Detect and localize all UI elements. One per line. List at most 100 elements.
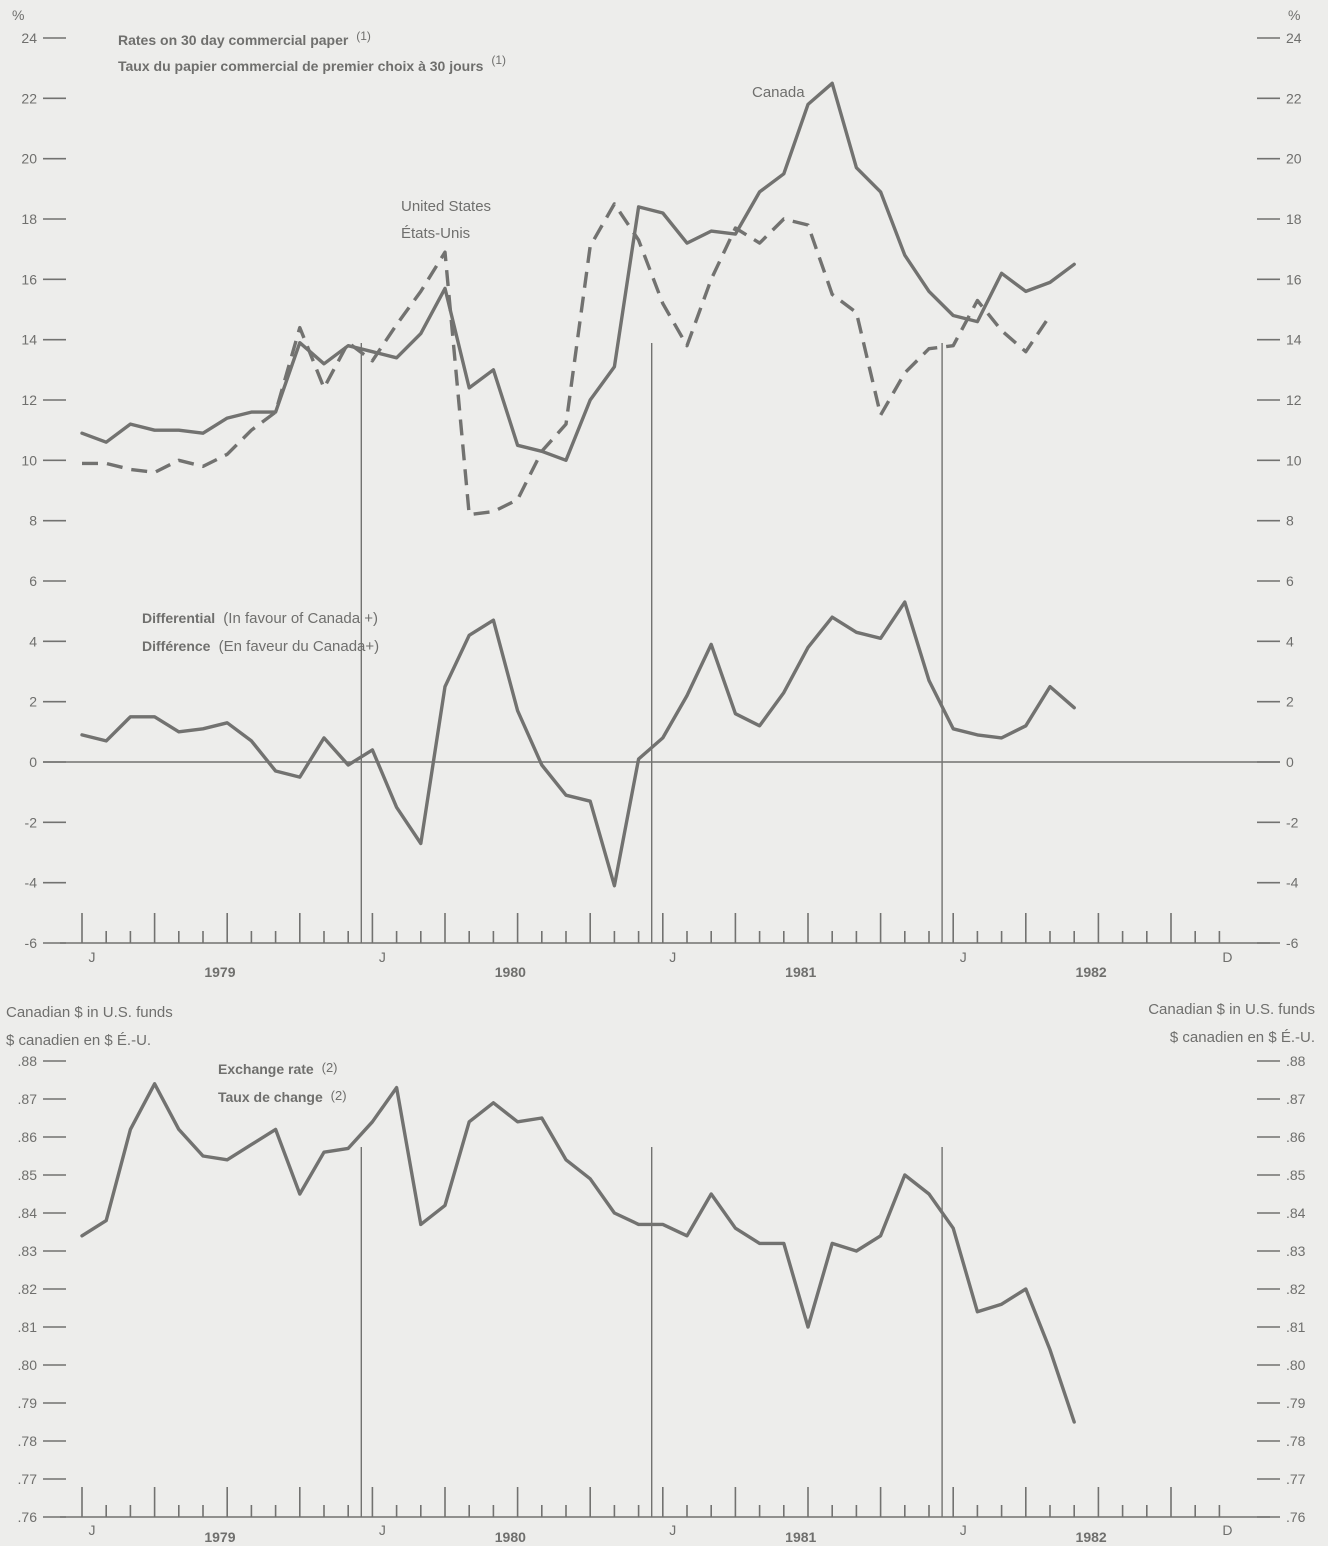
series-label-united-states-fr: États-Unis <box>401 225 470 242</box>
bottom-left-unit-fr: $ canadien en $ É.-U. <box>6 1032 151 1049</box>
bottom-left-y-tick-label: .86 <box>18 1129 38 1145</box>
bottom-right-unit-en: Canadian $ in U.S. funds <box>1148 1001 1315 1018</box>
bottom-left-y-tick-label: .88 <box>18 1053 38 1069</box>
bottom-left-y-tick-label: .81 <box>18 1319 38 1335</box>
top-left-y-tick-label: 4 <box>29 633 37 649</box>
top-right-y-tick-label: 2 <box>1286 694 1294 710</box>
top-right-y-tick-label: 20 <box>1286 151 1302 167</box>
bottom-right-y-tick-label: .86 <box>1286 1129 1306 1145</box>
top-left-y-tick-label: 12 <box>21 392 37 408</box>
series-label-canada: Canada <box>752 84 805 101</box>
bottom-left-y-tick-label: .87 <box>18 1091 38 1107</box>
bottom-right-y-tick-label: .80 <box>1286 1357 1306 1373</box>
top-right-y-tick-label: 4 <box>1286 633 1294 649</box>
top-x-year-label: 1980 <box>495 964 526 980</box>
top-chart-title-en: Rates on 30 day commercial paper (1) <box>118 29 371 48</box>
top-right-y-tick-label: -2 <box>1286 814 1299 830</box>
top-left-y-tick-label: 20 <box>21 151 37 167</box>
bottom-left-y-tick-label: .83 <box>18 1243 38 1259</box>
top-x-month-label: J <box>669 949 676 965</box>
top-x-month-label: J <box>960 949 967 965</box>
top-left-y-tick-label: 14 <box>21 332 37 348</box>
bottom-left-y-tick-label: .79 <box>18 1395 38 1411</box>
top-left-y-tick-label: 24 <box>21 30 37 46</box>
top-right-unit-symbol: % <box>1288 7 1300 23</box>
series-line-canada <box>80 81 1076 462</box>
bottom-chart-axes: .88 .88 .87 .87 .86 .86 .85 .85 .84 .84 .83 .83 .82.… <box>18 1053 1306 1545</box>
top-left-y-tick-label: -6 <box>25 935 38 951</box>
bottom-x-month-label: D <box>1222 1522 1232 1538</box>
bottom-chart-title-en: Exchange rate (2) <box>218 1060 338 1077</box>
bottom-chart-title-fr: Taux de change (2) <box>218 1088 347 1105</box>
top-left-y-tick-label: 22 <box>21 90 37 106</box>
bottom-right-y-tick-label: .77 <box>1286 1471 1306 1487</box>
bottom-left-y-tick-label: .82 <box>18 1281 38 1297</box>
bottom-left-y-tick-label: .76 <box>18 1509 38 1525</box>
bottom-x-year-label: 1981 <box>785 1529 816 1545</box>
series-line-exchange-rate <box>80 1082 1076 1424</box>
bottom-left-unit-en: Canadian $ in U.S. funds <box>6 1004 173 1021</box>
top-right-y-tick-label: 24 <box>1286 30 1302 46</box>
top-x-year-label: 1982 <box>1076 964 1107 980</box>
series-line-differential <box>80 600 1076 888</box>
bottom-right-y-tick-label: .81 <box>1286 1319 1306 1335</box>
top-x-month-label: D <box>1222 949 1232 965</box>
top-x-month-label: J <box>379 949 386 965</box>
top-right-y-tick-label: 18 <box>1286 211 1302 227</box>
top-right-y-tick-label: 10 <box>1286 452 1302 468</box>
bottom-chart-series <box>80 1082 1076 1424</box>
top-left-unit-symbol: % <box>12 7 24 23</box>
bottom-x-month-label: J <box>960 1522 967 1538</box>
top-chart-series <box>80 81 1076 888</box>
top-left-y-tick-label: 8 <box>29 513 37 529</box>
bottom-x-month-label: J <box>89 1522 96 1538</box>
series-label-united-states-en: United States <box>401 198 491 215</box>
top-x-month-label: J <box>89 949 96 965</box>
top-right-y-tick-label: 22 <box>1286 90 1302 106</box>
bottom-left-y-tick-label: .78 <box>18 1433 38 1449</box>
top-left-y-tick-label: 0 <box>29 754 37 770</box>
bottom-right-y-tick-label: .88 <box>1286 1053 1306 1069</box>
top-right-y-tick-label: 0 <box>1286 754 1294 770</box>
top-chart-title-fr: Taux du papier commercial de premier cho… <box>118 53 506 74</box>
top-left-y-tick-label: 6 <box>29 573 37 589</box>
bottom-right-y-tick-label: .82 <box>1286 1281 1306 1297</box>
top-left-y-tick-label: -4 <box>25 875 38 891</box>
bottom-right-y-tick-label: .87 <box>1286 1091 1306 1107</box>
top-left-y-tick-label: 2 <box>29 694 37 710</box>
bottom-x-year-label: 1982 <box>1076 1529 1107 1545</box>
bottom-x-month-label: J <box>669 1522 676 1538</box>
top-right-y-tick-label: 12 <box>1286 392 1302 408</box>
bottom-right-y-tick-label: .83 <box>1286 1243 1306 1259</box>
bottom-x-year-label: 1979 <box>204 1529 235 1545</box>
bottom-left-y-tick-label: .80 <box>18 1357 38 1373</box>
bottom-x-month-label: J <box>379 1522 386 1538</box>
series-label-differential-fr: Différence (En faveur du Canada+) <box>142 638 379 655</box>
series-label-differential-en: Differential (In favour of Canada +) <box>142 610 378 627</box>
bottom-right-y-tick-label: .79 <box>1286 1395 1306 1411</box>
bottom-right-y-tick-label: .76 <box>1286 1509 1306 1525</box>
top-right-y-tick-label: 16 <box>1286 271 1302 287</box>
top-right-y-tick-label: 14 <box>1286 332 1302 348</box>
top-left-y-tick-label: 18 <box>21 211 37 227</box>
top-right-y-tick-label: -4 <box>1286 875 1299 891</box>
top-left-y-tick-label: 16 <box>21 271 37 287</box>
top-right-y-tick-label: 8 <box>1286 513 1294 529</box>
bottom-right-y-tick-label: .85 <box>1286 1167 1306 1183</box>
top-x-year-label: 1981 <box>785 964 816 980</box>
top-x-year-label: 1979 <box>204 964 235 980</box>
top-right-y-tick-label: 6 <box>1286 573 1294 589</box>
bottom-right-y-tick-label: .84 <box>1286 1205 1306 1221</box>
bottom-right-y-tick-label: .78 <box>1286 1433 1306 1449</box>
top-left-y-tick-label: 10 <box>21 452 37 468</box>
bottom-x-year-label: 1980 <box>495 1529 526 1545</box>
bottom-left-y-tick-label: .85 <box>18 1167 38 1183</box>
bottom-left-y-tick-label: .77 <box>18 1471 38 1487</box>
top-right-y-tick-label: -6 <box>1286 935 1299 951</box>
series-line-united-states <box>82 202 1052 517</box>
bottom-right-unit-fr: $ canadien en $ É.-U. <box>1170 1029 1315 1046</box>
top-left-y-tick-label: -2 <box>25 814 38 830</box>
bottom-left-y-tick-label: .84 <box>18 1205 38 1221</box>
